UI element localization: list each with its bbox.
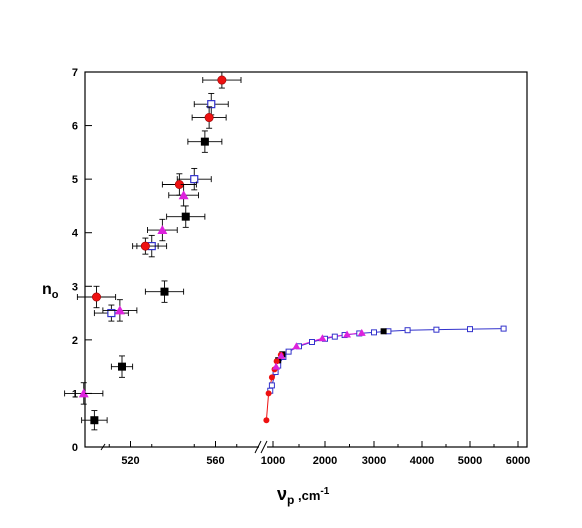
x-tick-label: 2000 [313, 455, 337, 467]
data-point-red-circle [265, 390, 272, 397]
data-point-open-square [371, 329, 377, 336]
data-point-red-circle [263, 417, 270, 424]
data-point-open-square [285, 348, 292, 355]
data-point-filled-square [200, 137, 209, 146]
data-point-red-circle [273, 358, 280, 365]
data-point-magenta-triangle [343, 330, 352, 338]
axis-break-slash [254, 440, 262, 454]
data-point-magenta-triangle [318, 334, 327, 342]
x-tick-label: 5000 [458, 455, 482, 467]
data-point-red-circle [92, 292, 102, 302]
right-panel-plot [263, 325, 507, 424]
axis-break-marks [100, 440, 268, 454]
left-series-filled-square [81, 130, 223, 431]
data-point-magenta-triangle [277, 351, 286, 359]
data-point-magenta-triangle [157, 225, 168, 235]
data-point-open-square [404, 327, 411, 334]
y-tick-label: 2 [72, 335, 78, 347]
data-point-open-square [467, 326, 473, 333]
series-line [269, 328, 504, 391]
data-point-red-circle [140, 241, 150, 251]
data-point-open-square [385, 328, 392, 335]
x-axis-title: νp ,cm-1 [277, 484, 330, 507]
data-point-open-square [268, 382, 275, 389]
data-point-red-circle [268, 374, 275, 381]
data-point-magenta-triangle [292, 342, 301, 350]
axis-ticks: 0 1 2 3 4 5 6 7 520 560 1000 2000 3000 4000 5000 6000 [72, 67, 530, 467]
data-point-open-square [207, 100, 216, 109]
y-axis-title: no [42, 281, 59, 301]
data-point-filled-square [118, 362, 126, 371]
data-point-red-circle [217, 75, 227, 85]
x-tick-label: 520 [121, 455, 139, 467]
data-point-magenta-triangle [178, 190, 189, 200]
data-point-magenta-triangle [357, 328, 366, 336]
data-point-open-square [190, 175, 199, 184]
y-tick-label: 1 [72, 388, 78, 400]
x-tick-label: 6000 [506, 455, 530, 467]
plot-frame [84, 71, 528, 448]
x-tick-label: 560 [206, 455, 224, 467]
data-point-magenta-triangle [114, 305, 125, 315]
axis-break-slash [260, 440, 268, 454]
data-point-magenta-triangle [78, 388, 89, 398]
x-tick-label: 4000 [410, 455, 434, 467]
data-point-magenta-triangle [272, 362, 281, 370]
left-series-magenta-triangle [64, 184, 199, 405]
right-markers-filled-square [275, 328, 387, 364]
y-tick-label: 4 [72, 228, 79, 240]
right-markers-open-square [267, 325, 507, 394]
y-axis-title-sub: o [52, 289, 59, 301]
data-point-filled-square [181, 212, 190, 221]
x-axis-title-sub: p [287, 493, 294, 507]
x-axis-title-exp: -1 [320, 486, 329, 497]
x-tick-label: 3000 [362, 455, 386, 467]
y-tick-label: 6 [72, 121, 78, 133]
x-axis-title-unit: ,cm [294, 488, 320, 503]
y-tick-label: 0 [72, 442, 78, 454]
data-point-red-circle [204, 113, 214, 123]
y-tick-label: 7 [72, 67, 78, 79]
axis-break-slash [100, 443, 106, 451]
data-point-open-square [433, 326, 440, 333]
data-point-filled-square [90, 416, 99, 425]
data-point-filled-square [380, 328, 387, 335]
data-point-open-square [107, 308, 116, 318]
right-series-open-square [269, 328, 504, 391]
right-markers-magenta-triangle [272, 328, 366, 370]
data-point-open-square [309, 339, 315, 345]
data-point-open-square [331, 333, 338, 340]
data-point-open-square [500, 325, 507, 332]
left-series-open-square [93, 92, 229, 322]
y-tick-label: 3 [72, 281, 78, 293]
y-tick-label: 5 [72, 174, 78, 186]
x-tick-label: 1000 [261, 455, 285, 467]
axis-break-gap [259, 444, 267, 450]
data-point-filled-square [160, 287, 169, 296]
left-series-red-circle [76, 71, 242, 309]
left-panel-plot [64, 71, 242, 431]
